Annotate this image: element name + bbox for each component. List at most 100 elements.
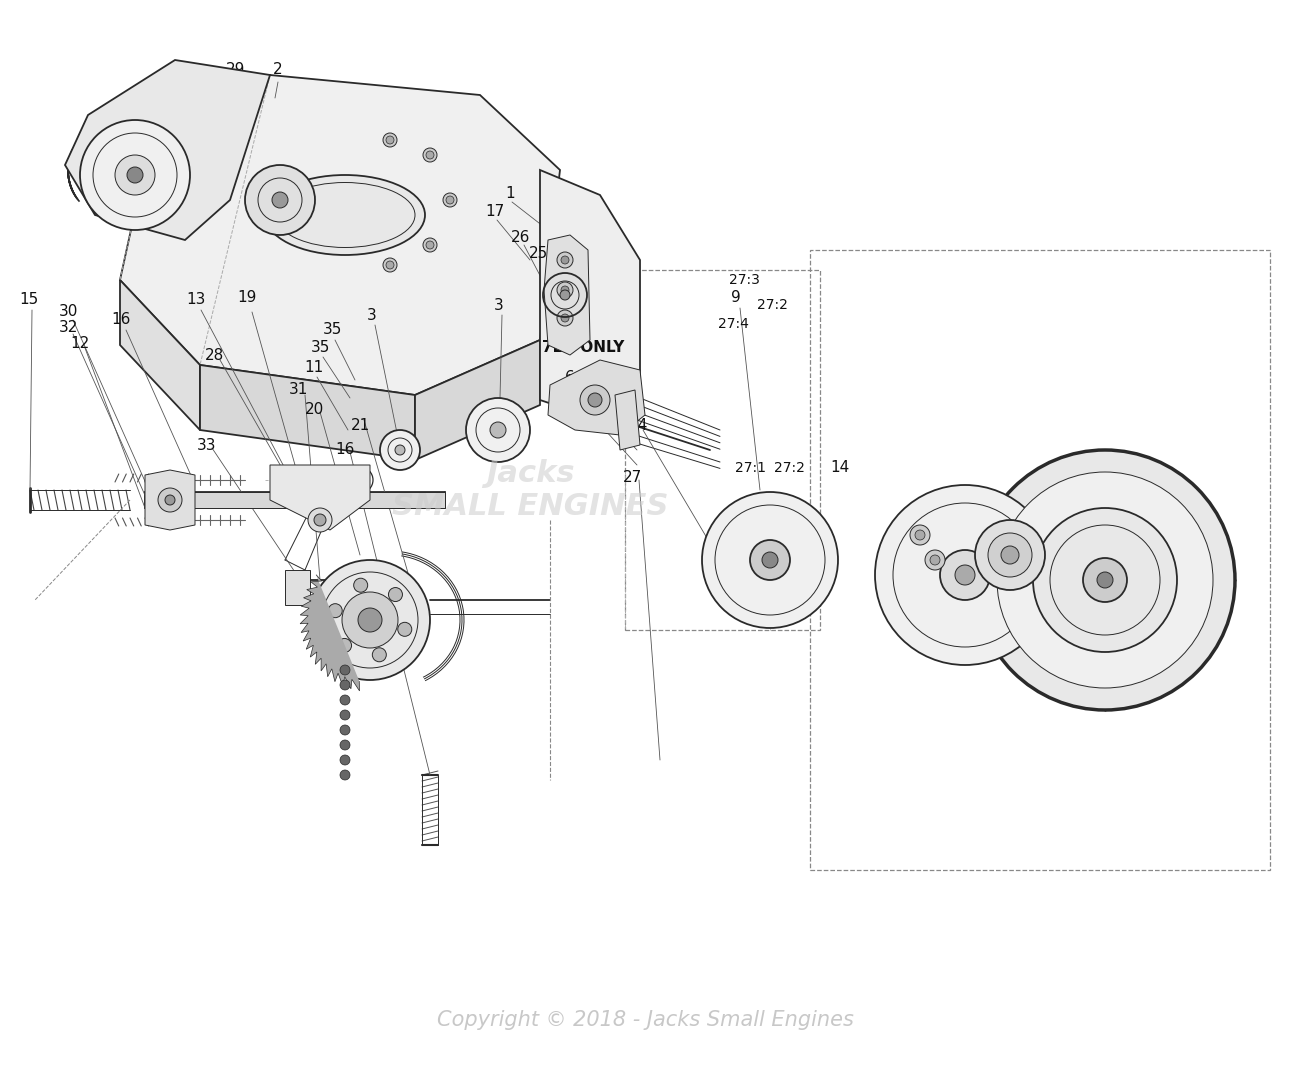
Circle shape (1001, 545, 1019, 564)
Text: 20: 20 (305, 402, 324, 417)
Text: 9: 9 (731, 290, 741, 305)
Circle shape (930, 555, 940, 565)
Circle shape (340, 740, 350, 750)
Text: Jacks
SMALL ENGINES: Jacks SMALL ENGINES (391, 459, 669, 522)
Text: 27:1: 27:1 (735, 461, 766, 475)
Text: 17: 17 (485, 204, 505, 219)
Text: 3: 3 (367, 307, 377, 322)
Circle shape (426, 151, 434, 158)
Text: 32: 32 (58, 320, 77, 335)
Circle shape (158, 488, 182, 512)
Circle shape (762, 552, 778, 568)
Circle shape (386, 136, 394, 144)
Circle shape (1097, 572, 1113, 588)
Text: Copyright © 2018 - Jacks Small Engines: Copyright © 2018 - Jacks Small Engines (438, 1010, 853, 1029)
Text: 27:4: 27:4 (718, 317, 749, 331)
Circle shape (924, 550, 945, 570)
Circle shape (1083, 558, 1127, 602)
Circle shape (115, 155, 155, 195)
Circle shape (340, 770, 350, 780)
Text: 14: 14 (830, 460, 849, 475)
Text: 29: 29 (226, 63, 245, 78)
Bar (809, 250, 1270, 870)
Circle shape (395, 445, 405, 455)
Polygon shape (544, 235, 590, 355)
Text: 13: 13 (186, 292, 205, 307)
Circle shape (309, 508, 332, 533)
Polygon shape (145, 492, 445, 508)
Circle shape (358, 608, 382, 632)
Text: 15: 15 (19, 292, 39, 307)
Circle shape (466, 398, 531, 462)
Circle shape (975, 520, 1044, 590)
Text: 31: 31 (289, 383, 309, 398)
Text: 11: 11 (305, 359, 324, 374)
Text: 33: 33 (198, 438, 217, 453)
Circle shape (372, 648, 386, 662)
Polygon shape (120, 75, 560, 395)
Circle shape (562, 286, 569, 294)
Circle shape (380, 430, 420, 470)
Circle shape (556, 252, 573, 268)
Circle shape (398, 622, 412, 636)
Circle shape (562, 314, 569, 322)
Circle shape (750, 540, 790, 580)
Circle shape (423, 238, 436, 252)
Text: 36: 36 (560, 386, 580, 401)
Polygon shape (414, 340, 540, 460)
Circle shape (910, 525, 930, 545)
Circle shape (342, 592, 398, 648)
Circle shape (354, 578, 368, 592)
Circle shape (340, 710, 350, 720)
Polygon shape (200, 365, 414, 460)
Circle shape (328, 604, 342, 618)
Circle shape (383, 133, 398, 147)
Bar (625, 270, 820, 630)
Text: 35: 35 (323, 321, 342, 336)
Circle shape (340, 695, 350, 705)
Text: 27:3: 27:3 (728, 273, 759, 287)
Circle shape (426, 241, 434, 249)
Circle shape (314, 514, 327, 526)
Text: 26: 26 (511, 230, 531, 245)
Circle shape (587, 393, 602, 407)
Circle shape (580, 385, 611, 415)
Circle shape (423, 148, 436, 162)
Circle shape (560, 290, 571, 300)
Polygon shape (270, 465, 371, 530)
Circle shape (80, 120, 190, 230)
Circle shape (337, 638, 351, 652)
Text: 24: 24 (563, 292, 582, 307)
Circle shape (875, 485, 1055, 665)
Circle shape (340, 680, 350, 690)
Text: 27:2: 27:2 (773, 461, 804, 475)
Text: 12: 12 (71, 336, 89, 351)
Polygon shape (65, 60, 270, 240)
Text: 2: 2 (274, 63, 283, 78)
Circle shape (940, 550, 990, 600)
Text: 6: 6 (565, 370, 574, 385)
Circle shape (491, 421, 506, 438)
Text: 28: 28 (205, 347, 225, 362)
Circle shape (389, 588, 403, 602)
Circle shape (1033, 508, 1177, 652)
Circle shape (702, 492, 838, 628)
Text: 27: 27 (624, 470, 643, 485)
Text: 27:2: 27:2 (757, 298, 788, 312)
Text: 5: 5 (567, 307, 577, 322)
Polygon shape (285, 570, 310, 605)
Circle shape (340, 755, 350, 765)
Text: 19: 19 (238, 290, 257, 305)
Text: 34: 34 (629, 418, 648, 433)
Circle shape (272, 192, 288, 208)
Circle shape (445, 196, 454, 204)
Circle shape (955, 565, 975, 585)
Circle shape (165, 495, 176, 505)
Polygon shape (615, 390, 640, 450)
Text: 7LH ONLY: 7LH ONLY (542, 341, 624, 356)
Text: 25: 25 (528, 247, 547, 262)
Polygon shape (540, 170, 640, 420)
Text: 16: 16 (111, 313, 130, 328)
Text: 3: 3 (494, 298, 503, 313)
Circle shape (340, 725, 350, 735)
